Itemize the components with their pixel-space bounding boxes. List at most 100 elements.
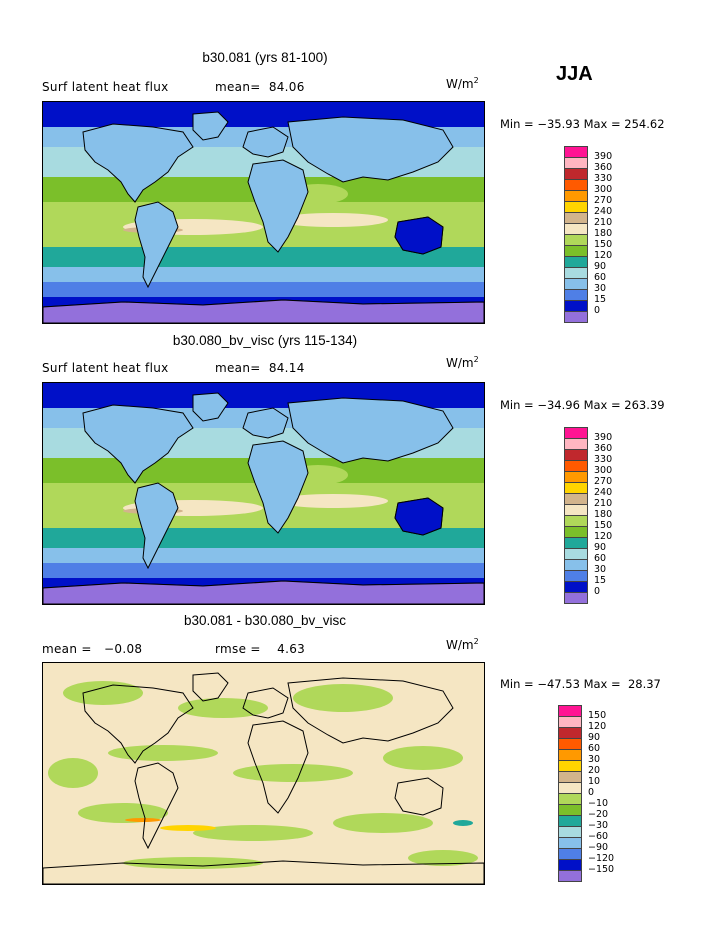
coastline [134, 762, 179, 850]
season-label: JJA [556, 63, 593, 85]
contour-band [48, 758, 98, 788]
legend-swatch [558, 771, 582, 783]
legend-swatch [558, 749, 582, 761]
legend-label: 90 [594, 542, 607, 553]
legend-swatch [558, 804, 582, 816]
legend-swatch [564, 168, 588, 180]
coastline [394, 497, 444, 536]
coastline [82, 684, 194, 764]
legend-swatch [564, 526, 588, 538]
panel-1-units: W/m2 [446, 76, 479, 91]
contour-band [160, 825, 216, 831]
legend-swatch [564, 245, 588, 257]
legend-swatch [558, 727, 582, 739]
coastline [192, 111, 229, 141]
contour-band [408, 850, 478, 866]
contour-band [453, 820, 473, 826]
panel-2-map [42, 382, 485, 605]
coastline [247, 159, 309, 253]
legend-label: 15 [594, 575, 607, 586]
legend-swatch [564, 289, 588, 301]
legend-label: 150 [594, 520, 613, 531]
coastline [43, 860, 484, 884]
legend-label: 360 [594, 162, 613, 173]
legend-swatch [558, 870, 582, 882]
legend-label: 150 [588, 710, 607, 721]
coastline [192, 392, 229, 422]
legend-swatch [558, 826, 582, 838]
legend-swatch [564, 592, 588, 604]
legend-label: 30 [588, 754, 601, 765]
legend-label: 390 [594, 151, 613, 162]
legend-label: −90 [588, 842, 609, 853]
legend-label: 210 [594, 498, 613, 509]
contour-band [278, 213, 388, 227]
coastline [287, 116, 454, 183]
panel-3-map [42, 662, 485, 885]
legend-swatch [558, 815, 582, 827]
panel-1-variable-label: Surf latent heat flux [42, 80, 169, 94]
coastline [82, 123, 194, 203]
legend-label: 210 [594, 217, 613, 228]
legend-swatch [564, 146, 588, 158]
legend-swatch [558, 705, 582, 717]
legend-label: −30 [588, 820, 609, 831]
legend-swatch [564, 570, 588, 582]
legend-swatch [558, 848, 582, 860]
legend-label: −60 [588, 831, 609, 842]
legend-label: 270 [594, 195, 613, 206]
legend-swatch [564, 256, 588, 268]
legend-swatch [564, 515, 588, 527]
panel-1-minmax: Min = −35.93 Max = 254.62 [500, 117, 665, 131]
legend-label: 390 [594, 432, 613, 443]
legend-label: 180 [594, 509, 613, 520]
coastline [242, 407, 289, 439]
legend-swatch [558, 716, 582, 728]
legend-label: 90 [588, 732, 601, 743]
legend-label: 60 [594, 272, 607, 283]
panel-2-legend: 390 360 330 300 270 240 210 180 150 120 90 60 30 15 0 [564, 427, 634, 604]
legend-label: 300 [594, 184, 613, 195]
legend-swatch [564, 190, 588, 202]
coastline [287, 677, 454, 744]
legend-swatch [558, 782, 582, 794]
legend-swatch [564, 482, 588, 494]
legend-label: 0 [594, 586, 601, 597]
coastline [43, 580, 484, 604]
legend-swatch [564, 212, 588, 224]
legend-swatch [564, 201, 588, 213]
legend-swatch [558, 793, 582, 805]
contour-band [293, 684, 393, 712]
coastline [242, 126, 289, 158]
coastline [134, 482, 179, 570]
legend-swatch [564, 581, 588, 593]
coastline [394, 216, 444, 255]
legend-swatch [564, 537, 588, 549]
legend-label: 240 [594, 206, 613, 217]
panel-3-minmax: Min = −47.53 Max = 28.37 [500, 677, 661, 691]
legend-label: 60 [594, 553, 607, 564]
legend-label: 120 [594, 531, 613, 542]
legend-label: 150 [594, 239, 613, 250]
legend-label: 30 [594, 283, 607, 294]
legend-label: 0 [594, 305, 601, 316]
legend-swatch [564, 548, 588, 560]
panel-1-title: b30.081 (yrs 81-100) [202, 50, 328, 65]
contour-band [333, 813, 433, 833]
legend-label: 180 [594, 228, 613, 239]
panel-2-units: W/m2 [446, 355, 479, 370]
panel-3-rmse: rmse = 4.63 [215, 642, 306, 656]
legend-label: 30 [594, 564, 607, 575]
legend-label: 360 [594, 443, 613, 454]
contour-band [278, 494, 388, 508]
legend-label: −150 [588, 864, 615, 875]
legend-swatch [564, 157, 588, 169]
legend-label: 330 [594, 173, 613, 184]
legend-swatch [564, 267, 588, 279]
legend-swatch [564, 559, 588, 571]
legend-swatch [558, 760, 582, 772]
legend-swatch [564, 471, 588, 483]
panel-3-legend: 150 120 90 60 30 20 10 0 −10 −20 −30 −60 −90 −120 −150 [558, 705, 638, 882]
legend-swatch [558, 738, 582, 750]
legend-label: 300 [594, 465, 613, 476]
